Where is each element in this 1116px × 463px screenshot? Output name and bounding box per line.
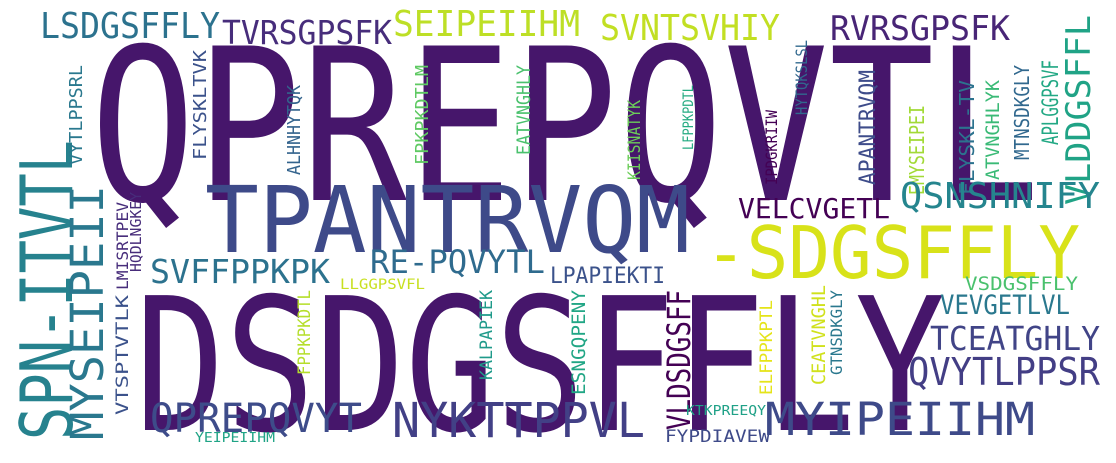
word: VSDGSFFLY	[965, 273, 1079, 295]
word: CEATVNGHL	[808, 285, 830, 385]
word: VTSPTVTLK	[113, 294, 133, 415]
word: MTNSDKGLY	[1010, 65, 1034, 160]
word: VLDSDGSFF	[660, 290, 698, 430]
word: SPN-ITVTL	[5, 140, 89, 440]
word: IPDGKRIIW	[762, 110, 781, 185]
word: VLDDGSFFL	[1059, 15, 1099, 205]
word: KIISNATYK	[625, 99, 645, 180]
word: HYTQKSLSL	[792, 40, 811, 115]
word: LPAPIEKTI	[550, 264, 665, 289]
word: LSDGSFFLY	[40, 6, 220, 47]
word: VYTLPPSRL	[66, 65, 87, 165]
word: EMYSEIPEI	[905, 105, 929, 195]
word: VEVGETLVL	[940, 290, 1070, 321]
word: GTNSDKGLY	[827, 290, 846, 375]
word: KTKPREEQY	[686, 404, 766, 419]
word: SVNTSVHIY	[600, 8, 780, 49]
word: NYKTTPPVL	[392, 393, 645, 449]
word: EATVNGHLY	[513, 65, 535, 155]
word: FYPDIAVEW	[665, 427, 771, 447]
word: YEIPEIIHM	[195, 431, 275, 446]
word: TVRSGPSFK	[222, 13, 392, 52]
word: FPPKPKDTL	[295, 290, 315, 375]
word: ESNGQPENY	[568, 289, 590, 395]
word: QSNSHNIFY	[900, 176, 1100, 217]
word: HQDLNGKEY	[127, 192, 145, 272]
word: RE-PQVYTL	[370, 243, 545, 281]
word: LLGGPSVFL	[340, 277, 425, 293]
word: FLYSKL-TV	[955, 80, 979, 195]
word: MYSEIPEII	[61, 185, 114, 440]
word: LFPPKPDTL	[681, 85, 697, 150]
word: -SDGSFFLY	[705, 211, 1080, 295]
word: APLGGPSVF	[1039, 60, 1064, 145]
word: VELCVGETL	[738, 192, 890, 225]
word: SEIPEIIHM	[393, 4, 580, 45]
word: QPREPQVYT	[150, 396, 362, 442]
word: TCEATGHLY	[930, 319, 1100, 358]
word: KALPAPIEK	[477, 289, 497, 380]
word: APANTRVQM	[856, 70, 881, 185]
word: QPREPQVTL	[90, 3, 1040, 250]
word: LMISRTPEV	[113, 202, 132, 290]
word: QVYTLPPSR	[908, 350, 1100, 394]
word: MYIPEIIHM	[765, 393, 1035, 446]
word: ATVNGHLYK	[982, 79, 1004, 180]
word: TPANTRVQM	[205, 167, 690, 274]
word: ALHNHYTQK	[284, 85, 305, 175]
word: DSDGSFFLY	[135, 258, 945, 463]
word: FLYSKLTVK	[190, 50, 211, 160]
word: SVFFPPKPK	[150, 252, 330, 291]
word: RVRSGPSFK	[830, 9, 1011, 49]
word: ELFPPKPTL	[757, 300, 777, 395]
word: FPKPKDTLM	[412, 65, 433, 165]
